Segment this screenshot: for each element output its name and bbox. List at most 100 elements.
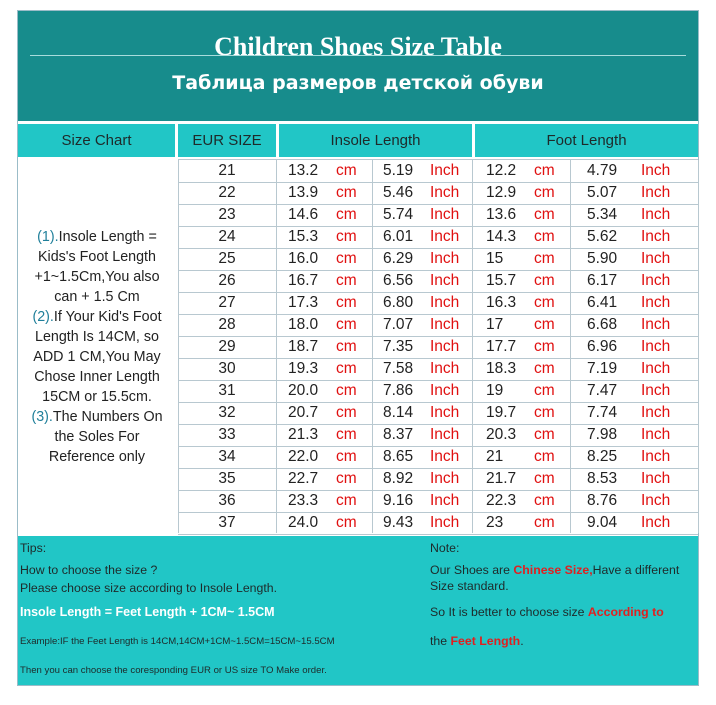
cm-unit-label: cm <box>534 228 555 245</box>
cm-unit-label: cm <box>534 448 555 465</box>
note-3-text: The Numbers On the Soles For Reference o… <box>48 409 163 465</box>
cm-unit-label: cm <box>534 404 555 421</box>
size-table: 21 13.2 cm 5.19 Inch 12.2 cm 4.79 Inch 22 13.9 cm 5.… <box>178 160 698 533</box>
table-row: 31 20.0 cm 7.86 Inch 19 cm 7.47 Inch <box>178 380 698 402</box>
cell-foot-cm: 16.3 <box>486 294 517 311</box>
cm-unit-label: cm <box>534 470 555 487</box>
table-row: 30 19.3 cm 7.58 Inch 18.3 cm 7.19 Inch <box>178 358 698 380</box>
note-p3-highlight: Feet Length <box>450 634 521 648</box>
cell-foot-cm: 12.9 <box>486 184 517 201</box>
row-divider <box>178 468 698 469</box>
cm-unit-label: cm <box>534 184 555 201</box>
inch-unit-label: Inch <box>641 404 671 421</box>
column-divider <box>276 160 277 533</box>
cell-foot-cm: 22.3 <box>486 492 517 509</box>
cell-insole-inch: 8.65 <box>383 448 414 465</box>
cell-eur: 26 <box>218 272 236 289</box>
tips-heading: Tips: <box>20 541 47 555</box>
note-p2-before: So It is better to choose size <box>430 605 588 619</box>
page-title: Children Shoes Size Table <box>214 32 502 61</box>
table-row: 36 23.3 cm 9.16 Inch 22.3 cm 8.76 Inch <box>178 490 698 512</box>
inch-unit-label: Inch <box>641 228 671 245</box>
note-2-number: (2). <box>32 309 54 325</box>
cell-eur: 33 <box>218 426 236 443</box>
inch-unit-label: Inch <box>430 228 460 245</box>
inch-unit-label: Inch <box>430 316 460 333</box>
table-row: 23 14.6 cm 5.74 Inch 13.6 cm 5.34 Inch <box>178 204 698 226</box>
cm-unit-label: cm <box>336 338 357 355</box>
cell-eur: 27 <box>218 294 236 311</box>
cell-foot-cm: 21 <box>486 448 504 465</box>
cm-unit-label: cm <box>336 492 357 509</box>
cell-foot-cm: 18.3 <box>486 360 517 377</box>
cell-eur: 31 <box>218 382 236 399</box>
row-divider <box>178 534 698 535</box>
cell-insole-inch: 5.46 <box>383 184 414 201</box>
cell-foot-inch: 6.41 <box>587 294 618 311</box>
cm-unit-label: cm <box>336 382 357 399</box>
cell-foot-inch: 6.96 <box>587 338 618 355</box>
cell-insole-inch: 7.58 <box>383 360 414 377</box>
cell-insole-cm: 13.2 <box>288 162 319 179</box>
cm-unit-label: cm <box>534 294 555 311</box>
inch-unit-label: Inch <box>430 492 460 509</box>
cm-unit-label: cm <box>336 426 357 443</box>
cm-unit-label: cm <box>534 162 555 179</box>
cell-eur: 28 <box>218 316 236 333</box>
inch-unit-label: Inch <box>430 382 460 399</box>
cell-foot-cm: 15.7 <box>486 272 517 289</box>
note-p3-after: . <box>520 634 524 648</box>
cell-foot-inch: 8.53 <box>587 470 618 487</box>
cell-insole-inch: 9.16 <box>383 492 414 509</box>
table-row: 27 17.3 cm 6.80 Inch 16.3 cm 6.41 Inch <box>178 292 698 314</box>
row-divider <box>178 336 698 337</box>
table-row: 35 22.7 cm 8.92 Inch 21.7 cm 8.53 Inch <box>178 468 698 490</box>
row-divider <box>178 314 698 315</box>
table-row: 21 13.2 cm 5.19 Inch 12.2 cm 4.79 Inch <box>178 160 698 182</box>
cm-unit-label: cm <box>336 448 357 465</box>
inch-unit-label: Inch <box>641 448 671 465</box>
cell-insole-inch: 5.74 <box>383 206 414 223</box>
row-divider <box>178 490 698 491</box>
inch-unit-label: Inch <box>641 184 671 201</box>
note-3-number: (3). <box>31 409 53 425</box>
row-divider <box>178 380 698 381</box>
cell-eur: 32 <box>218 404 236 421</box>
tips-last-line: Then you can choose the coresponding EUR… <box>20 665 327 676</box>
inch-unit-label: Inch <box>641 162 671 179</box>
cell-insole-inch: 8.37 <box>383 426 414 443</box>
cell-foot-cm: 17.7 <box>486 338 517 355</box>
cell-insole-cm: 17.3 <box>288 294 319 311</box>
cm-unit-label: cm <box>336 162 357 179</box>
notes-column <box>18 160 175 533</box>
cell-foot-inch: 5.62 <box>587 228 618 245</box>
inch-unit-label: Inch <box>641 206 671 223</box>
cell-insole-inch: 6.80 <box>383 294 414 311</box>
inch-unit-label: Inch <box>430 470 460 487</box>
cell-eur: 34 <box>218 448 236 465</box>
cell-eur: 30 <box>218 360 236 377</box>
row-divider <box>178 182 698 183</box>
cm-unit-label: cm <box>336 316 357 333</box>
table-row: 26 16.7 cm 6.56 Inch 15.7 cm 6.17 Inch <box>178 270 698 292</box>
tips-formula: Insole Length = Feet Length + 1CM~ 1.5CM <box>20 605 275 619</box>
table-row: 28 18.0 cm 7.07 Inch 17 cm 6.68 Inch <box>178 314 698 336</box>
inch-unit-label: Inch <box>641 250 671 267</box>
cell-foot-inch: 5.07 <box>587 184 618 201</box>
note-p3-before: the <box>430 634 451 648</box>
cell-foot-cm: 12.2 <box>486 162 517 179</box>
cell-eur: 35 <box>218 470 236 487</box>
cm-unit-label: cm <box>336 404 357 421</box>
cm-unit-label: cm <box>534 426 555 443</box>
note-1-number: (1). <box>37 229 59 245</box>
header-foot-length: Foot Length <box>475 124 698 157</box>
cm-unit-label: cm <box>336 250 357 267</box>
cell-foot-cm: 23 <box>486 514 504 531</box>
cell-insole-inch: 9.43 <box>383 514 414 531</box>
title-banner <box>18 11 698 121</box>
cell-insole-inch: 8.14 <box>383 404 414 421</box>
cell-foot-inch: 8.25 <box>587 448 618 465</box>
table-row: 22 13.9 cm 5.46 Inch 12.9 cm 5.07 Inch <box>178 182 698 204</box>
cm-unit-label: cm <box>336 272 357 289</box>
note-1-text: Insole Length = Kids's Foot Length +1~1.… <box>34 229 160 305</box>
